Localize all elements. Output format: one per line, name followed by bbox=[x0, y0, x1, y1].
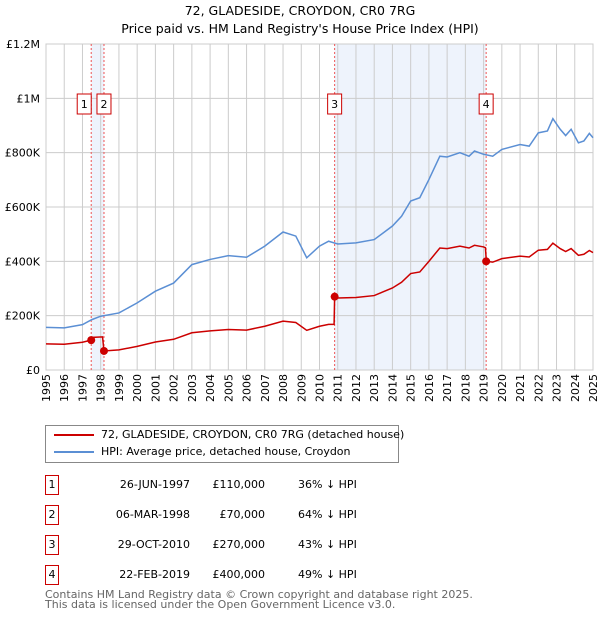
x-tick-label: 2011 bbox=[332, 374, 345, 402]
chart-title: 72, GLADESIDE, CROYDON, CR0 7RG bbox=[184, 3, 416, 18]
chart-subtitle: Price paid vs. HM Land Registry's House … bbox=[121, 21, 479, 36]
x-tick-label: 2025 bbox=[587, 374, 600, 402]
x-tick-label: 2013 bbox=[368, 374, 381, 402]
series-line bbox=[45, 242, 594, 352]
x-tick-label: 2001 bbox=[149, 374, 162, 402]
x-tick-label: 1998 bbox=[95, 374, 108, 402]
sale-point bbox=[99, 346, 108, 355]
y-tick-label: £1.2M bbox=[6, 38, 40, 51]
sale-row: 4 22-FEB-2019 £400,000 49% ↓ HPI bbox=[45, 565, 445, 585]
y-tick-label: £600K bbox=[5, 201, 41, 214]
x-tick-label: 2003 bbox=[186, 374, 199, 402]
sale-row: 3 29-OCT-2010 £270,000 43% ↓ HPI bbox=[45, 535, 445, 555]
sale-point bbox=[87, 336, 96, 345]
x-tick-label: 2017 bbox=[441, 374, 454, 402]
sale-point bbox=[330, 292, 339, 301]
x-tick-label: 2002 bbox=[168, 374, 181, 402]
y-tick-label: £1M bbox=[17, 92, 41, 105]
x-tick-label: 2009 bbox=[295, 374, 308, 402]
x-tick-label: 2023 bbox=[551, 374, 564, 402]
x-tick-label: 2000 bbox=[131, 374, 144, 402]
sale-label-box bbox=[76, 93, 92, 115]
series-line bbox=[45, 117, 594, 329]
sale-label: 3 bbox=[331, 98, 338, 111]
x-tick-label: 2016 bbox=[423, 374, 436, 402]
y-tick-label: £800K bbox=[5, 147, 41, 160]
price-chart: 1995 1996 1997 1998 1999 2000 2001 2002 2003 2004… bbox=[5, 38, 600, 402]
sale-point bbox=[482, 257, 491, 266]
x-tick-label: 2007 bbox=[259, 374, 272, 402]
x-tick-label: 2010 bbox=[314, 374, 327, 402]
x-tick-label: 2024 bbox=[569, 374, 582, 402]
y-tick-label: £0 bbox=[26, 364, 40, 377]
x-tick-label: 2006 bbox=[241, 374, 254, 402]
x-tick-label: 1996 bbox=[58, 374, 71, 402]
x-tick-label: 1997 bbox=[76, 374, 89, 402]
x-tick-label: 2020 bbox=[496, 374, 509, 402]
x-tick-label: 2018 bbox=[459, 374, 472, 402]
x-tick-label: 1995 bbox=[40, 374, 53, 402]
sale-label-box bbox=[478, 93, 494, 115]
sale-label: 4 bbox=[483, 98, 490, 111]
sale-label: 2 bbox=[100, 98, 107, 111]
x-tick-label: 2015 bbox=[405, 374, 418, 402]
y-tick-label: £400K bbox=[5, 255, 41, 268]
x-tick-label: 2004 bbox=[204, 374, 217, 402]
x-tick-label: 2019 bbox=[478, 374, 491, 402]
sale-row: 2 06-MAR-1998 £70,000 64% ↓ HPI bbox=[45, 505, 445, 525]
y-tick-label: £200K bbox=[5, 310, 41, 323]
legend: 72, GLADESIDE, CROYDON, CR0 7RG (detache… bbox=[45, 425, 404, 463]
x-tick-label: 2005 bbox=[222, 374, 235, 402]
sale-label: 1 bbox=[81, 98, 88, 111]
footer: Contains HM Land Registry data © Crown c… bbox=[45, 588, 473, 611]
x-tick-label: 2014 bbox=[386, 374, 399, 402]
x-tick-label: 2021 bbox=[514, 374, 527, 402]
x-tick-label: 2022 bbox=[532, 374, 545, 402]
sale-label-box bbox=[327, 93, 343, 115]
x-tick-label: 2012 bbox=[350, 374, 363, 402]
x-tick-label: 2008 bbox=[277, 374, 290, 402]
x-tick-label: 1999 bbox=[113, 374, 126, 402]
sale-label-box bbox=[96, 93, 112, 115]
sale-row: 1 26-JUN-1997 £110,000 36% ↓ HPI bbox=[45, 475, 445, 495]
